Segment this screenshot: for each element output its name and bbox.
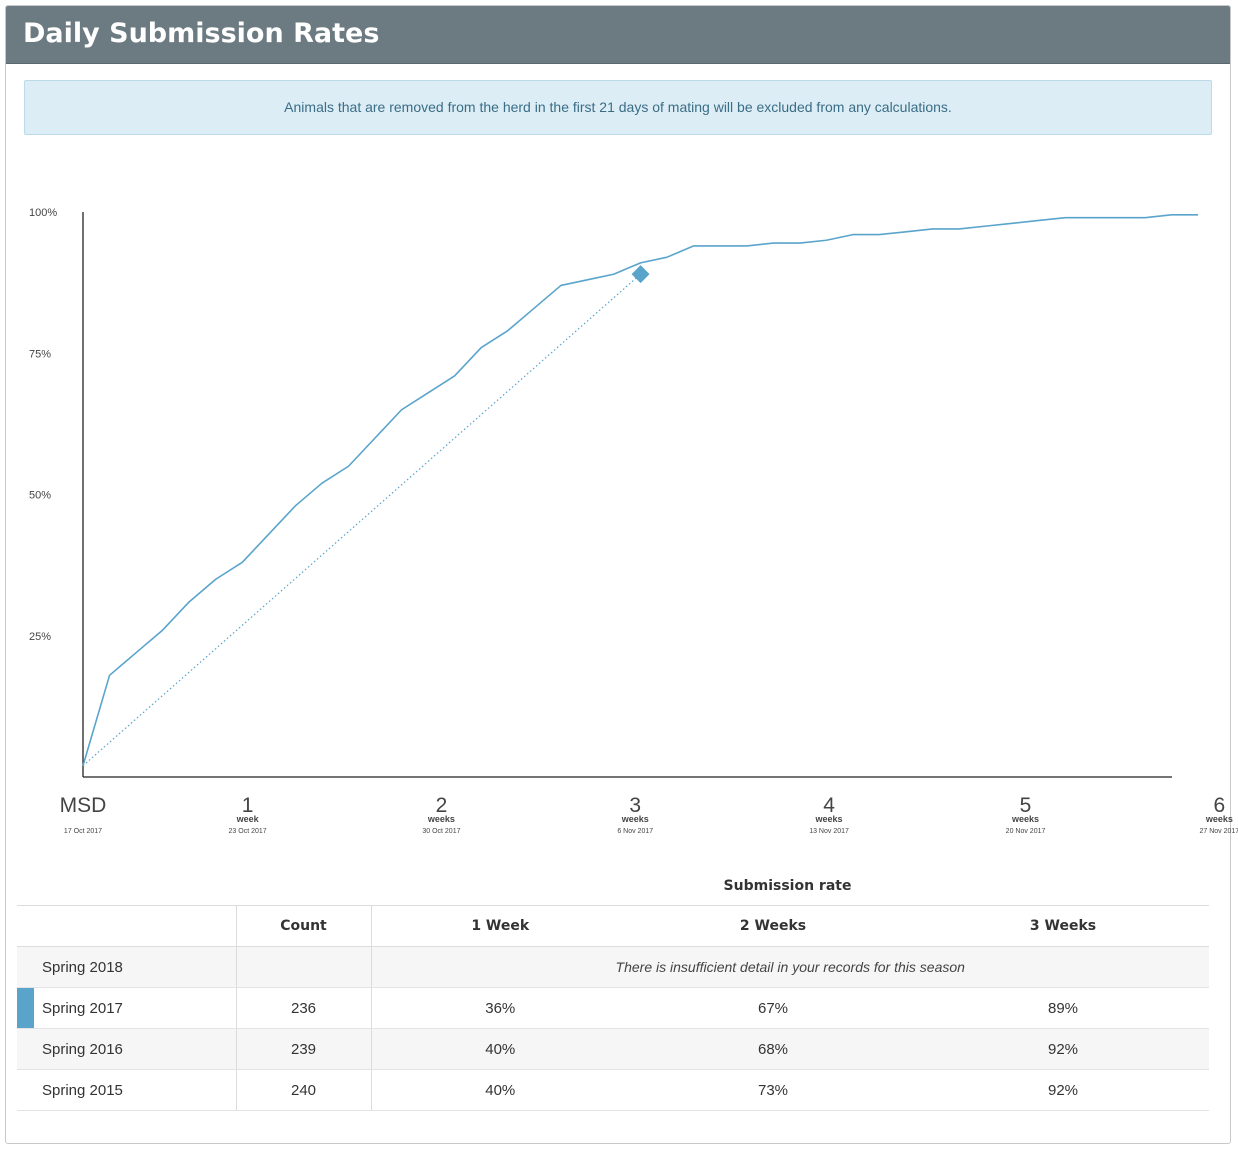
- x-tick-label: 6: [1213, 794, 1225, 817]
- info-notice: Animals that are removed from the herd i…: [24, 80, 1212, 135]
- column-header-season: [17, 905, 236, 947]
- count-cell: 239: [235, 1028, 371, 1070]
- season-cell: Spring 2016: [17, 1028, 236, 1070]
- x-tick-label: 4: [823, 794, 835, 817]
- x-tick-unit: weeks: [815, 814, 843, 824]
- highlight-diamond-marker: [631, 265, 650, 284]
- x-tick-label: 5: [1020, 794, 1032, 817]
- count-cell: [235, 946, 371, 988]
- x-tick-unit: weeks: [1011, 814, 1039, 824]
- week-2-cell: 67%: [629, 987, 917, 1029]
- x-tick-date: 13 Nov 2017: [809, 828, 849, 835]
- x-tick-date: 6 Nov 2017: [617, 828, 653, 835]
- week-1-cell: 40%: [370, 1069, 629, 1111]
- x-tick-date: 17 Oct 2017: [64, 828, 102, 835]
- x-tick-date: 27 Nov 2017: [1199, 828, 1238, 835]
- x-tick-date: 30 Oct 2017: [422, 828, 460, 835]
- column-header-count: Count: [235, 905, 371, 947]
- season-label: Spring 2017: [42, 999, 123, 1017]
- panel-header: Daily Submission Rates: [6, 6, 1230, 64]
- season-cell: Spring 2017: [17, 987, 236, 1029]
- series-color-marker: [17, 988, 34, 1028]
- week-1-cell: 36%: [370, 987, 629, 1029]
- week-3-cell: 89%: [917, 987, 1209, 1029]
- y-tick-label: 50%: [29, 490, 51, 502]
- x-tick-unit: weeks: [1205, 814, 1233, 824]
- season-cell: Spring 2018: [17, 946, 236, 988]
- table-row[interactable]: Spring 2016 239 40% 68% 92%: [17, 1028, 1209, 1070]
- week-1-cell: 40%: [370, 1028, 629, 1070]
- y-tick-label: 100%: [29, 207, 57, 219]
- week-3-cell: 92%: [917, 1069, 1209, 1111]
- count-cell: 236: [235, 987, 371, 1029]
- column-header-2-weeks: 2 Weeks: [629, 905, 917, 947]
- x-tick-label: 1: [242, 794, 254, 817]
- table-header-row: Count 1 Week 2 Weeks 3 Weeks: [17, 905, 1209, 947]
- y-tick-label: 75%: [29, 348, 51, 360]
- y-tick-label: 25%: [29, 631, 51, 643]
- table-row[interactable]: Spring 2018 There is insufficient detail…: [17, 946, 1209, 988]
- submission-rate-group-header: Submission rate: [723, 878, 852, 894]
- x-tick-label: MSD: [60, 794, 107, 817]
- x-tick-unit: weeks: [621, 814, 649, 824]
- x-tick-date: 20 Nov 2017: [1006, 828, 1046, 835]
- x-tick-label: 2: [436, 794, 448, 817]
- x-tick-unit: weeks: [427, 814, 455, 824]
- week-2-cell: 68%: [629, 1028, 917, 1070]
- reference-trend-line: [82, 273, 641, 767]
- x-tick-date: 23 Oct 2017: [229, 828, 267, 835]
- panel-title: Daily Submission Rates: [23, 18, 380, 49]
- table-row[interactable]: Spring 2015 240 40% 73% 92%: [17, 1069, 1209, 1111]
- notice-text: Animals that are removed from the herd i…: [284, 99, 952, 115]
- table-row[interactable]: Spring 2017 236 36% 67% 89%: [17, 987, 1209, 1029]
- series-line-spring-2017: [82, 214, 1199, 766]
- column-header-1-week: 1 Week: [370, 905, 629, 947]
- insufficient-detail-note: There is insufficient detail in your rec…: [370, 946, 1209, 988]
- week-2-cell: 73%: [629, 1069, 917, 1111]
- week-3-cell: 92%: [917, 1028, 1209, 1070]
- submission-rates-table: Count 1 Week 2 Weeks 3 Weeks Spring 2018…: [17, 905, 1209, 1111]
- column-header-3-weeks: 3 Weeks: [917, 905, 1209, 947]
- x-tick-label: 3: [629, 794, 641, 817]
- x-tick-unit: week: [236, 814, 260, 824]
- count-cell: 240: [235, 1069, 371, 1111]
- season-cell: Spring 2015: [17, 1069, 236, 1111]
